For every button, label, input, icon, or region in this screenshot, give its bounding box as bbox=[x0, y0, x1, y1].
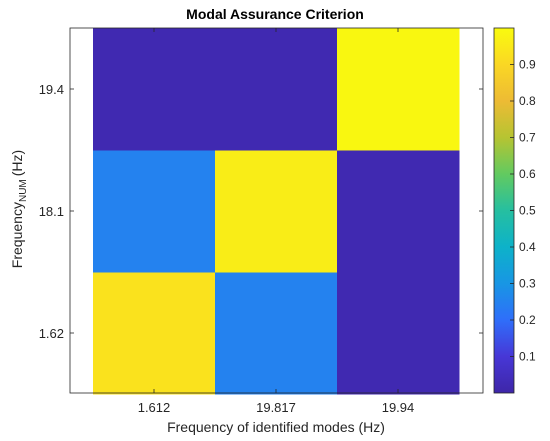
heatmap-cell bbox=[93, 28, 216, 151]
x-tick-label: 19.817 bbox=[256, 400, 296, 415]
colorbar-tick-label: 0.3 bbox=[519, 277, 536, 291]
colorbar-tick-label: 0.2 bbox=[519, 313, 536, 327]
plot-area bbox=[69, 27, 484, 395]
y-tick-label: 1.62 bbox=[39, 326, 64, 341]
heatmap-cell bbox=[215, 28, 338, 151]
heatmap-cell bbox=[337, 272, 460, 395]
y-axis: 1.62 18.1 19.4 bbox=[39, 82, 483, 341]
y-tick-label: 19.4 bbox=[39, 82, 64, 97]
colorbar: 0.1 0.2 0.3 0.4 0.5 0.6 0.7 0.8 0.9 bbox=[493, 27, 536, 394]
colorbar-tick-label: 0.5 bbox=[519, 204, 536, 218]
x-tick-label: 19.94 bbox=[382, 400, 415, 415]
axes-box bbox=[69, 27, 484, 394]
heatmap-cell bbox=[215, 272, 338, 395]
x-axis-label: Frequency of identified modes (Hz) bbox=[167, 419, 385, 435]
chart-title: Modal Assurance Criterion bbox=[186, 6, 364, 22]
colorbar-tick-label: 0.1 bbox=[519, 350, 536, 364]
y-axis-label: FrequencyNUM(Hz) bbox=[9, 150, 29, 268]
x-tick-label: 1.612 bbox=[138, 400, 171, 415]
colorbar-tick-label: 0.9 bbox=[519, 58, 536, 72]
colorbar-tick-label: 0.7 bbox=[519, 131, 536, 145]
heatmap-cell bbox=[337, 28, 460, 151]
colorbar-tick-label: 0.4 bbox=[519, 240, 536, 254]
colorbar-tick-label: 0.6 bbox=[519, 167, 536, 181]
x-axis: 1.612 19.817 19.94 bbox=[138, 28, 415, 415]
y-tick-label: 18.1 bbox=[39, 204, 64, 219]
heatmap-cell bbox=[215, 150, 338, 273]
heatmap-cell bbox=[93, 150, 216, 273]
heatmap-cell bbox=[93, 272, 216, 395]
colorbar-tick-label: 0.8 bbox=[519, 94, 536, 108]
heatmap-cell bbox=[337, 150, 460, 273]
